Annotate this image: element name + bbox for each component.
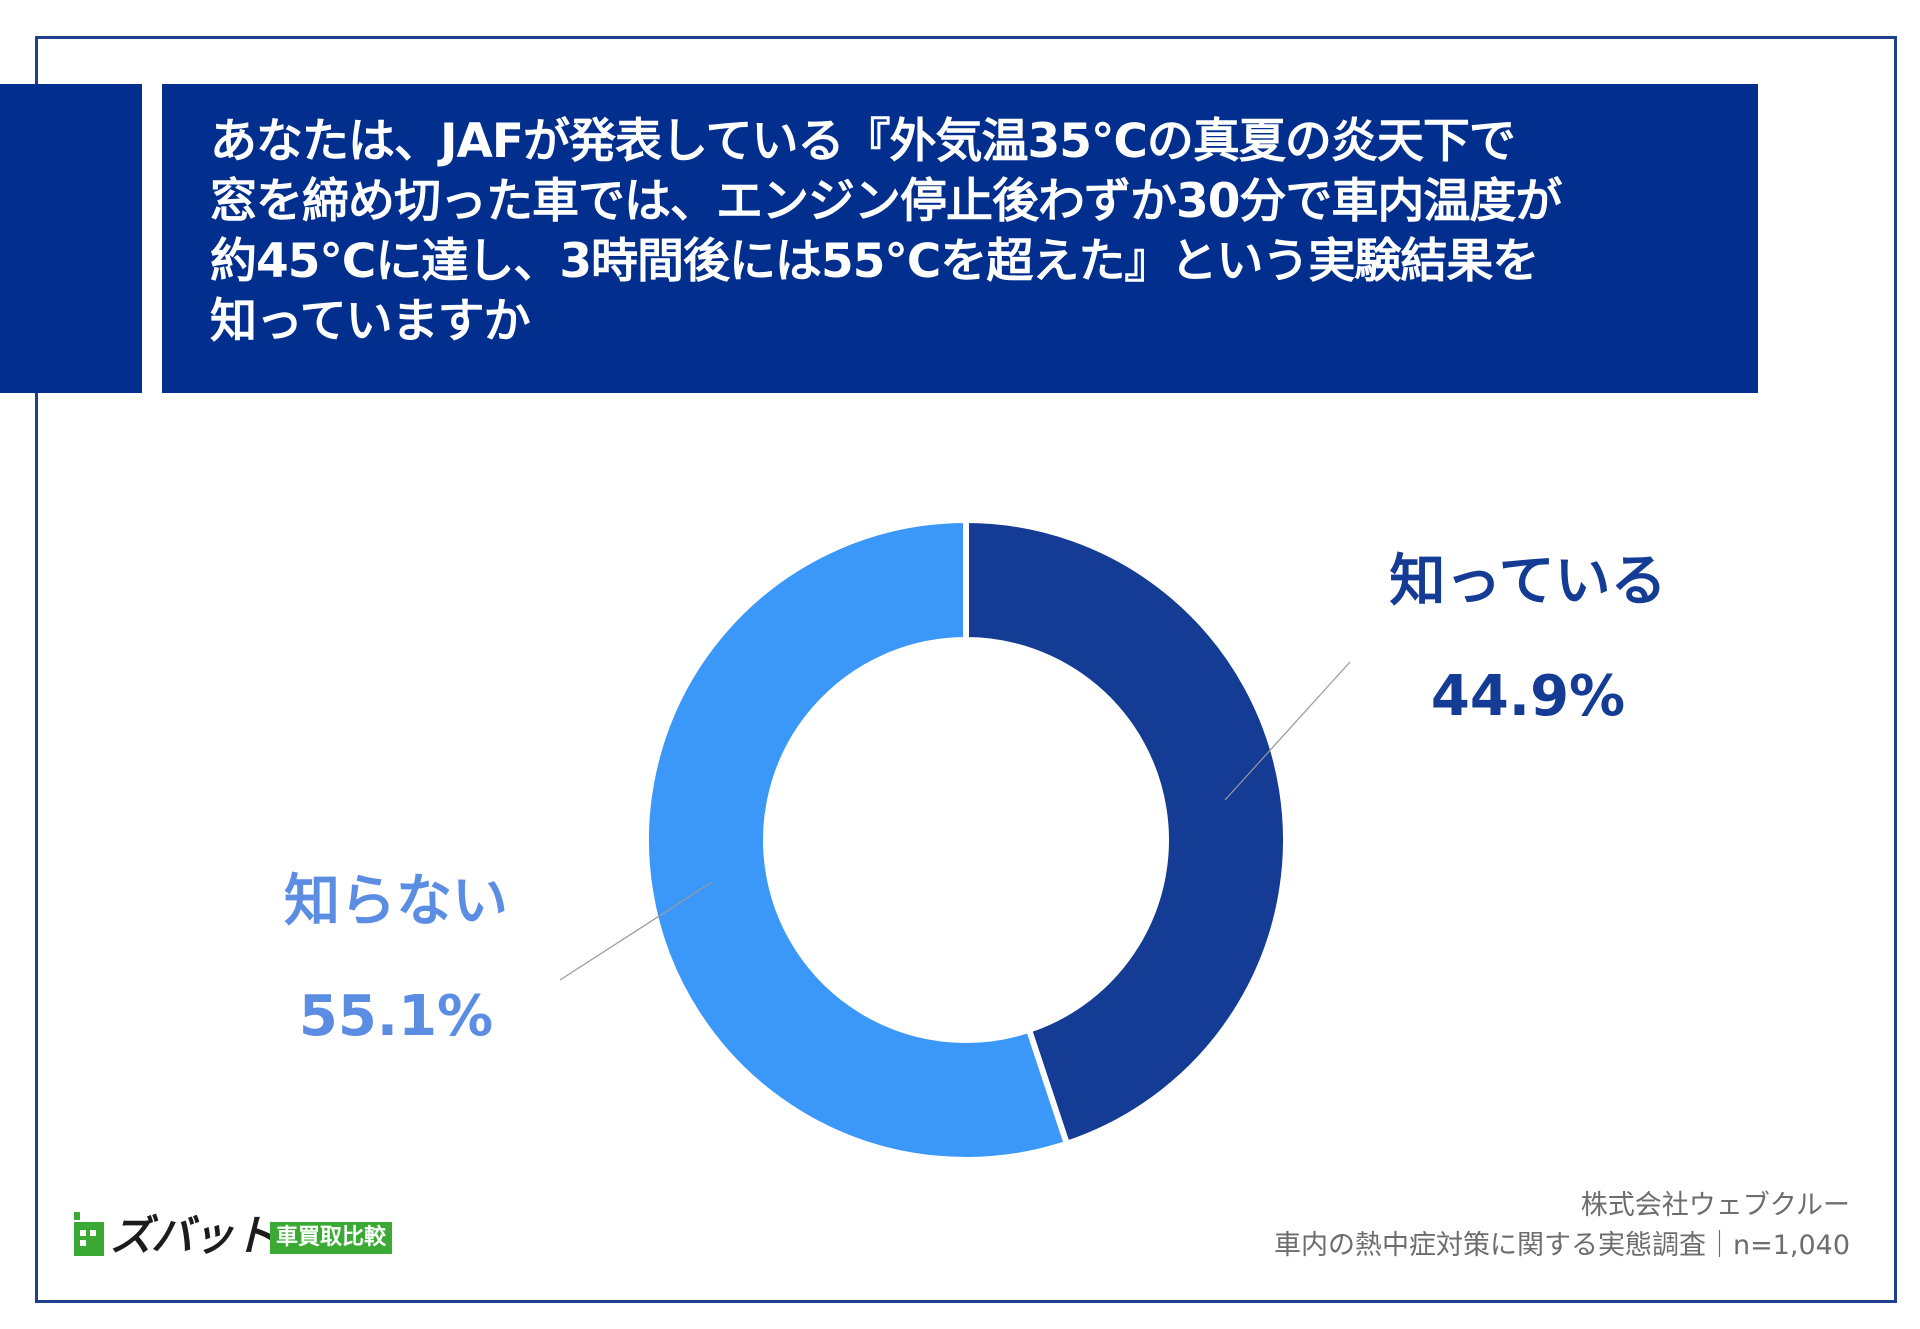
question-title-line-4: 知っていますか: [210, 294, 531, 349]
question-title-line-2: 窓を締め切った車では、エンジン停止後わずか30分で車内温度が: [210, 174, 1562, 229]
logo-wordmark: ズバット: [110, 1211, 275, 1260]
leader-lines: [559, 661, 1351, 981]
leader-line-1: [1224, 661, 1351, 801]
question-title-line-1: あなたは、JAFが発表している『外気温35℃の真夏の炎天下で: [210, 114, 1516, 169]
survey-info: 車内の熱中症対策に関する実態調査｜n=1,040: [1273, 1230, 1850, 1261]
slice-value-label-2: 55.1%: [299, 984, 493, 1049]
leader-line-2: [559, 881, 713, 981]
source-footer: 株式会社ウェブクルー 車内の熱中症対策に関する実態調査｜n=1,040: [1274, 1186, 1850, 1266]
slice-category-label-2: 知らない: [284, 869, 508, 934]
donut-slice-1: [963, 516, 1290, 1148]
zubat-logo: ズバット 車買取比較: [70, 1208, 420, 1268]
logo-building-icon: [74, 1212, 104, 1256]
title-accent-bar: [0, 84, 142, 393]
question-title-line-3: 約45℃に達し、3時間後には55℃を超えた』という実験結果を: [210, 234, 1539, 289]
slice-labels: 知っている 44.9% 知らない 55.1%: [284, 549, 1667, 1049]
donut-slice-2: [643, 516, 1071, 1163]
donut-slices: [643, 516, 1290, 1163]
slice-category-label-1: 知っている: [1389, 549, 1666, 614]
page-frame: [35, 36, 1897, 1303]
question-title-box: あなたは、JAFが発表している『外気温35℃の真夏の炎天下で 窓を締め切った車で…: [162, 84, 1758, 393]
company-name: 株式会社ウェブクルー: [1580, 1190, 1850, 1221]
logo-tagline: 車買取比較: [270, 1222, 393, 1254]
slice-value-label-1: 44.9%: [1431, 664, 1625, 729]
